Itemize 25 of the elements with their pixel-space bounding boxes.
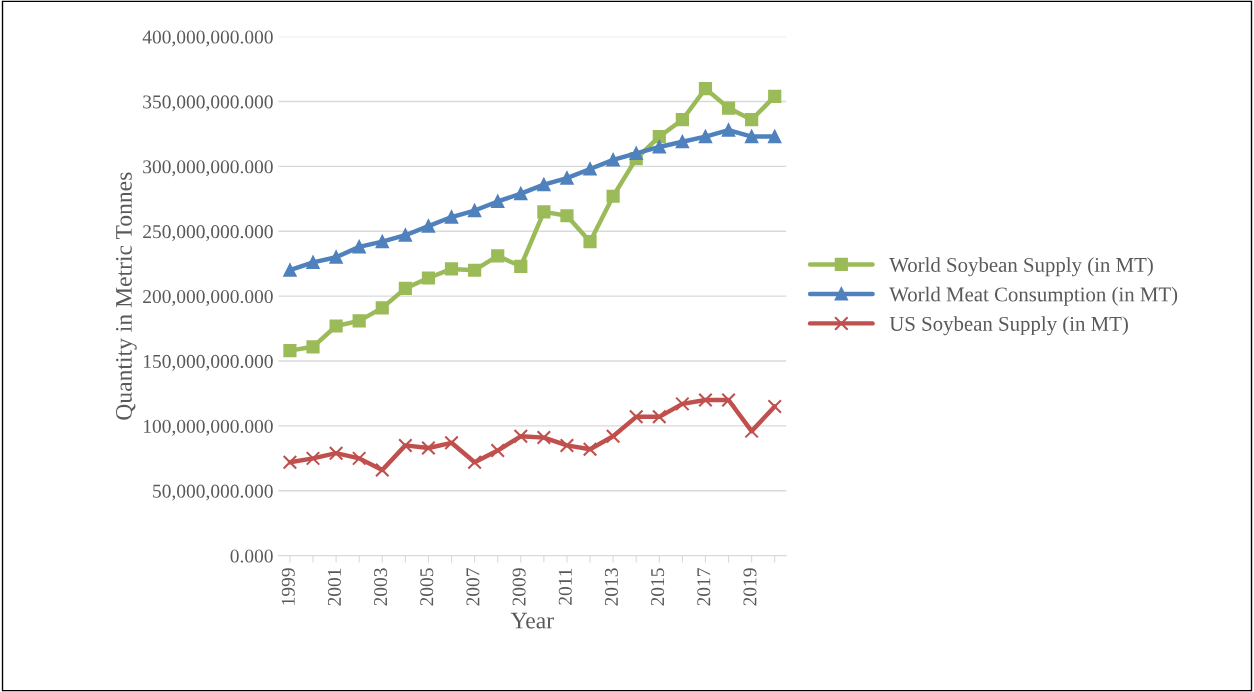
y-tick-label: 250,000,000.000 bbox=[143, 225, 273, 242]
x-tick-label: 2015 bbox=[651, 568, 665, 606]
legend-label: World Soybean Supply (in MT) bbox=[889, 257, 1153, 277]
y-tick-label: 150,000,000.000 bbox=[143, 354, 273, 371]
legend-label: US Soybean Supply (in MT) bbox=[889, 316, 1128, 336]
y-tick-label: 350,000,000.000 bbox=[143, 95, 273, 112]
y-tick-label: 300,000,000.000 bbox=[143, 160, 273, 177]
x-tick-label: 2003 bbox=[374, 568, 388, 606]
y-tick-label: 50,000,000.000 bbox=[153, 484, 273, 501]
y-tick-label: 100,000,000.000 bbox=[143, 419, 273, 436]
x-tick-label: 2001 bbox=[327, 568, 341, 606]
x-tick-label: 1999 bbox=[281, 568, 295, 605]
x-tick-label: 2005 bbox=[420, 568, 434, 606]
x-tick-label: 2009 bbox=[512, 568, 526, 606]
x-tick-label: 2007 bbox=[466, 568, 480, 606]
legend-label: World Meat Consumption (in MT) bbox=[889, 286, 1178, 306]
y-tick-label: 0.000 bbox=[230, 549, 273, 563]
y-tick-label: 200,000,000.000 bbox=[143, 289, 273, 306]
x-axis-title: Year bbox=[510, 612, 554, 629]
x-tick-label: 2013 bbox=[604, 568, 618, 606]
x-tick-label: 2019 bbox=[743, 568, 757, 606]
y-axis-title: Quantity in Metric Tonnes bbox=[115, 172, 137, 420]
x-tick-label: 2017 bbox=[697, 568, 711, 606]
x-tick-label: 2011 bbox=[558, 568, 572, 605]
y-tick-label: 400,000,000.000 bbox=[142, 30, 273, 47]
